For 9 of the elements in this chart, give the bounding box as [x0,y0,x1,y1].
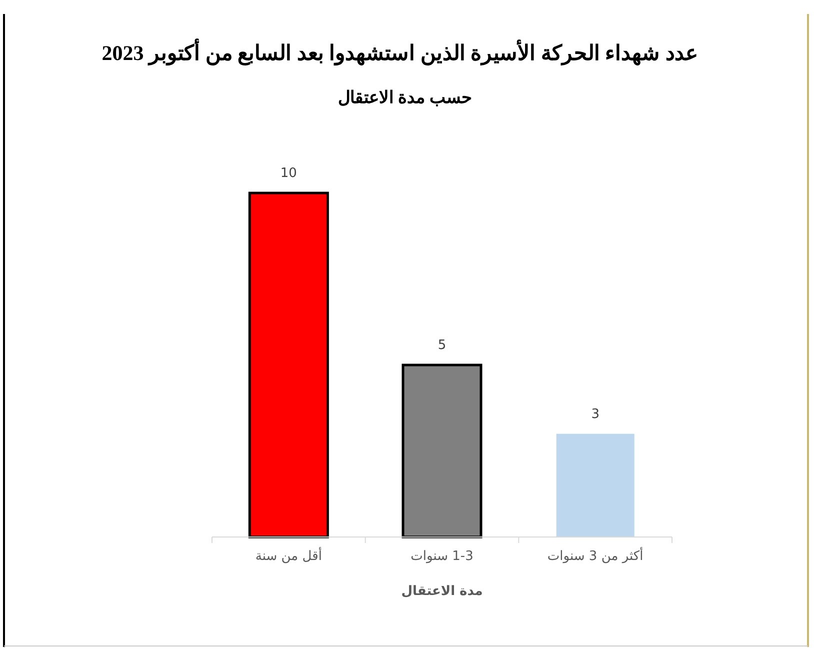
data-label: 5 [438,338,446,353]
x-tick-label: أقل من سنة [255,547,322,564]
data-label: 10 [280,166,297,181]
chart-subtitle: حسب مدة الاعتقال [338,88,472,107]
x-axis-title: مدة الاعتقال [401,584,483,599]
x-tick-label: 1-3 سنوات [410,549,474,564]
data-label: 3 [591,406,600,422]
chart-title: عدد شهداء الحركة الأسيرة الذين استشهدوا بعد السابع من أكتوبر 2023 [102,38,698,66]
x-tick-label: أكثر من 3 سنوات [547,547,644,564]
